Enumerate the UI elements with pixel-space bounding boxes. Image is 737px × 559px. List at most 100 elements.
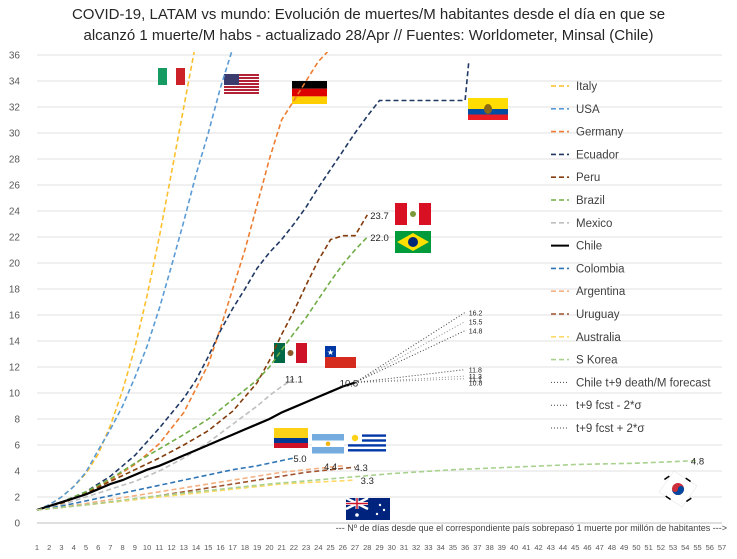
y-tick-label: 18 — [9, 285, 21, 296]
legend-label: Ecuador — [576, 149, 619, 161]
forecast-label: 10.8 — [469, 381, 483, 388]
x-tick-label: 32 — [412, 543, 420, 552]
legend-label: Brazil — [576, 195, 605, 207]
x-tick-label: 22 — [290, 543, 298, 552]
y-tick-label: 36 — [9, 51, 21, 62]
y-tick-label: 34 — [9, 77, 21, 88]
x-tick-label: 52 — [657, 543, 665, 552]
legend-label: Mexico — [576, 218, 612, 230]
flag-ecuador — [468, 98, 508, 120]
series-peru — [36, 214, 368, 511]
x-tick-label: 43 — [547, 543, 555, 552]
legend-item: t+9 fcst - 2*σ — [551, 400, 642, 412]
legend-label: t+9 fcst + 2*σ — [576, 423, 644, 435]
series-chile-t-9-death-m-forecast — [354, 369, 466, 384]
x-tick-label: 44 — [559, 543, 567, 552]
series-mexico — [36, 378, 295, 511]
y-tick-label: 26 — [9, 181, 21, 192]
legend-item: S Korea — [551, 355, 618, 367]
x-tick-label: 12 — [167, 543, 175, 552]
series-ecuador — [36, 61, 470, 511]
value-label: 4.4 — [324, 462, 337, 473]
legend-label: Colombia — [576, 263, 625, 275]
chart-title: COVID-19, LATAM vs mundo: Evolución de m… — [0, 4, 737, 46]
y-tick-label: 24 — [9, 207, 21, 218]
x-tick-label: 34 — [436, 543, 444, 552]
x-tick-label: 13 — [180, 543, 188, 552]
value-label: 3.3 — [361, 476, 374, 487]
forecast-label: 16.2 — [469, 310, 483, 317]
legend-label: Germany — [576, 127, 624, 139]
x-tick-label: 8 — [121, 543, 125, 552]
value-label: 4.8 — [691, 457, 704, 468]
series-brazil — [36, 236, 368, 511]
legend-item: Colombia — [551, 263, 625, 275]
x-tick-label: 20 — [265, 543, 273, 552]
value-label: 22.0 — [370, 233, 389, 244]
flag-colombia — [274, 428, 308, 448]
x-tick-label: 16 — [216, 543, 224, 552]
legend-item: Argentina — [551, 286, 626, 298]
flag-uruguay — [348, 432, 386, 454]
forecast-band-line — [354, 378, 466, 384]
legend-label: t+9 fcst - 2*σ — [576, 400, 642, 412]
value-labels: 23.722.011.1 10.85.04.4 4.33.34.816.215.51… — [285, 211, 704, 487]
x-tick-label: 36 — [461, 543, 469, 552]
forecast-label: 14.8 — [469, 329, 483, 336]
y-tick-label: 22 — [9, 233, 21, 244]
x-tick-label: 3 — [59, 543, 63, 552]
forecast-label: 11.8 — [469, 368, 482, 375]
legend-item: Brazil — [551, 195, 605, 207]
x-tick-label: 7 — [108, 543, 112, 552]
flag-australia — [345, 496, 390, 520]
y-tick-label: 14 — [9, 337, 21, 348]
legend-label: USA — [576, 104, 600, 116]
y-tick-label: 6 — [14, 441, 20, 452]
x-tick-label: 11 — [155, 543, 163, 552]
y-tick-label: 32 — [9, 103, 21, 114]
series-germany — [36, 52, 329, 511]
x-tick-label: 19 — [253, 543, 261, 552]
x-tick-label: 48 — [608, 543, 616, 552]
legend: Italy USA Germany Ecuador Peru Brazil Mexico Ch… — [551, 81, 711, 435]
series-usa — [36, 52, 233, 511]
legend-item: Chile — [551, 241, 602, 253]
series-t-9-fcst-2 — [354, 311, 466, 384]
x-tick-label: 4 — [72, 543, 76, 552]
value-label: 23.7 — [370, 211, 389, 222]
legend-item: Italy — [551, 81, 597, 93]
x-tick-label: 50 — [632, 543, 640, 552]
y-tick-label: 20 — [9, 259, 21, 270]
flag-italy — [158, 68, 185, 85]
x-tick-label: 54 — [681, 543, 689, 552]
x-tick-label: 21 — [277, 543, 285, 552]
x-tick-label: 14 — [192, 543, 200, 552]
x-tick-label: 9 — [133, 543, 137, 552]
legend-item: Ecuador — [551, 149, 619, 161]
x-tick-label: 53 — [669, 543, 677, 552]
legend-label: Chile t+9 death/M forecast — [576, 377, 711, 389]
legend-item: USA — [551, 104, 600, 116]
y-tick-label: 12 — [9, 363, 21, 374]
x-tick-label: 30 — [388, 543, 396, 552]
series-italy — [36, 52, 195, 511]
y-tick-label: 30 — [9, 129, 21, 140]
x-tick-label: 35 — [449, 543, 457, 552]
title-line-2: alcanzó 1 muerte/M habs - actualizado 28… — [83, 27, 654, 44]
flag-peru — [395, 203, 431, 225]
y-tick-label: 10 — [9, 389, 21, 400]
x-tick-label: 51 — [644, 543, 652, 552]
value-label: 5.0 — [293, 454, 306, 465]
x-tick-label: 57 — [718, 543, 726, 552]
x-tick-label: 1 — [35, 543, 39, 552]
legend-label: Peru — [576, 172, 600, 184]
title-line-1: COVID-19, LATAM vs mundo: Evolución de m… — [71, 6, 666, 23]
legend-label: S Korea — [576, 355, 618, 367]
x-tick-label: 40 — [510, 543, 518, 552]
y-tick-label: 28 — [9, 155, 21, 166]
x-axis-note: --- Nº de días desde que el correspondie… — [336, 523, 727, 533]
x-tick-label: 23 — [302, 543, 310, 552]
x-tick-label: 45 — [571, 543, 579, 552]
x-tick-label: 56 — [706, 543, 714, 552]
